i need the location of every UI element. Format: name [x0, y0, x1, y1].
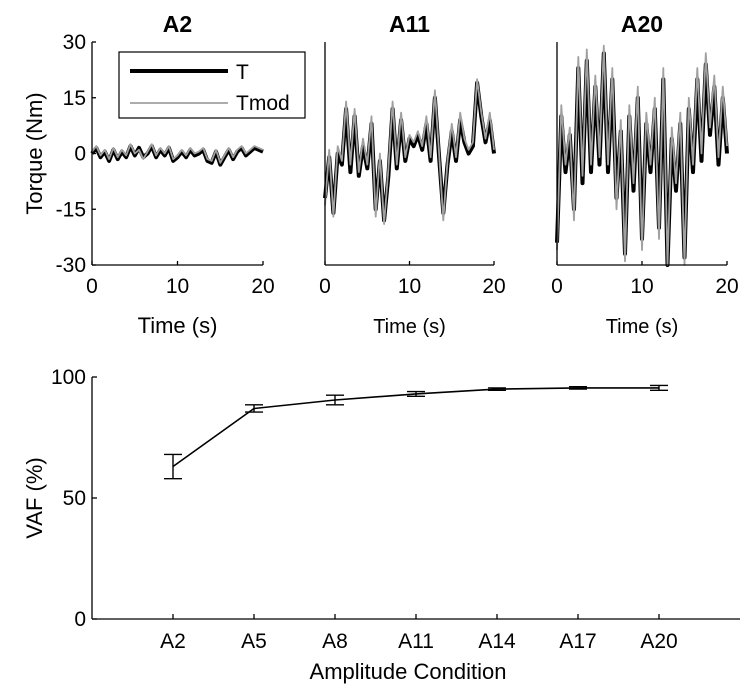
- y-axis-label: VAF (%): [22, 457, 47, 538]
- x-tick-label: A14: [478, 630, 516, 653]
- x-tick-label: A2: [160, 630, 186, 653]
- x-tick-label: 0: [86, 275, 98, 298]
- x-axis-label: Time (s): [373, 316, 446, 338]
- x-tick-label: 20: [715, 275, 738, 298]
- y-tick-label: -15: [56, 198, 86, 221]
- x-axis-label: Time (s): [138, 313, 218, 338]
- legend-label-t: T: [236, 61, 249, 84]
- legend-label-tmod: Tmod: [236, 92, 290, 115]
- x-tick-label: 0: [319, 275, 331, 298]
- series-tmod-line: [324, 78, 495, 226]
- panel-title: A20: [621, 11, 663, 37]
- y-tick-label: 15: [63, 87, 86, 110]
- x-axis-label: Amplitude Condition: [310, 659, 507, 684]
- panel-a11: [323, 42, 496, 266]
- x-tick-label: 10: [166, 275, 189, 298]
- x-tick-label: 20: [482, 275, 505, 298]
- y-tick-label: 30: [63, 31, 86, 54]
- panel-vaf: [91, 376, 740, 620]
- vaf-line: [172, 387, 659, 468]
- x-tick-label: A8: [322, 630, 348, 653]
- panel-a20: [555, 42, 729, 267]
- x-tick-label: A11: [398, 630, 434, 653]
- y-tick-label: 100: [51, 366, 86, 389]
- y-tick-label: 0: [74, 608, 86, 631]
- series-tmod-line: [556, 44, 728, 266]
- x-tick-label: A5: [241, 630, 267, 653]
- y-tick-label: 0: [74, 143, 86, 166]
- legend-box: [118, 51, 306, 119]
- legend: [118, 51, 306, 119]
- x-tick-label: 20: [251, 275, 274, 298]
- y-tick-label: -30: [56, 254, 86, 277]
- panel-a2: [90, 41, 264, 266]
- y-tick-label: 50: [63, 487, 86, 510]
- y-axis-label: Torque (Nm): [22, 92, 47, 214]
- panel-title: A2: [163, 11, 192, 37]
- x-tick-label: A20: [640, 630, 677, 653]
- panel-title: A11: [389, 11, 430, 37]
- x-tick-label: 10: [630, 275, 653, 298]
- series-t-line: [90, 144, 264, 167]
- x-tick-label: 0: [551, 275, 563, 298]
- x-tick-label: 10: [398, 275, 421, 298]
- x-axis-label: Time (s): [606, 316, 679, 338]
- series-tmod-line: [91, 143, 264, 164]
- x-tick-label: A17: [559, 630, 596, 653]
